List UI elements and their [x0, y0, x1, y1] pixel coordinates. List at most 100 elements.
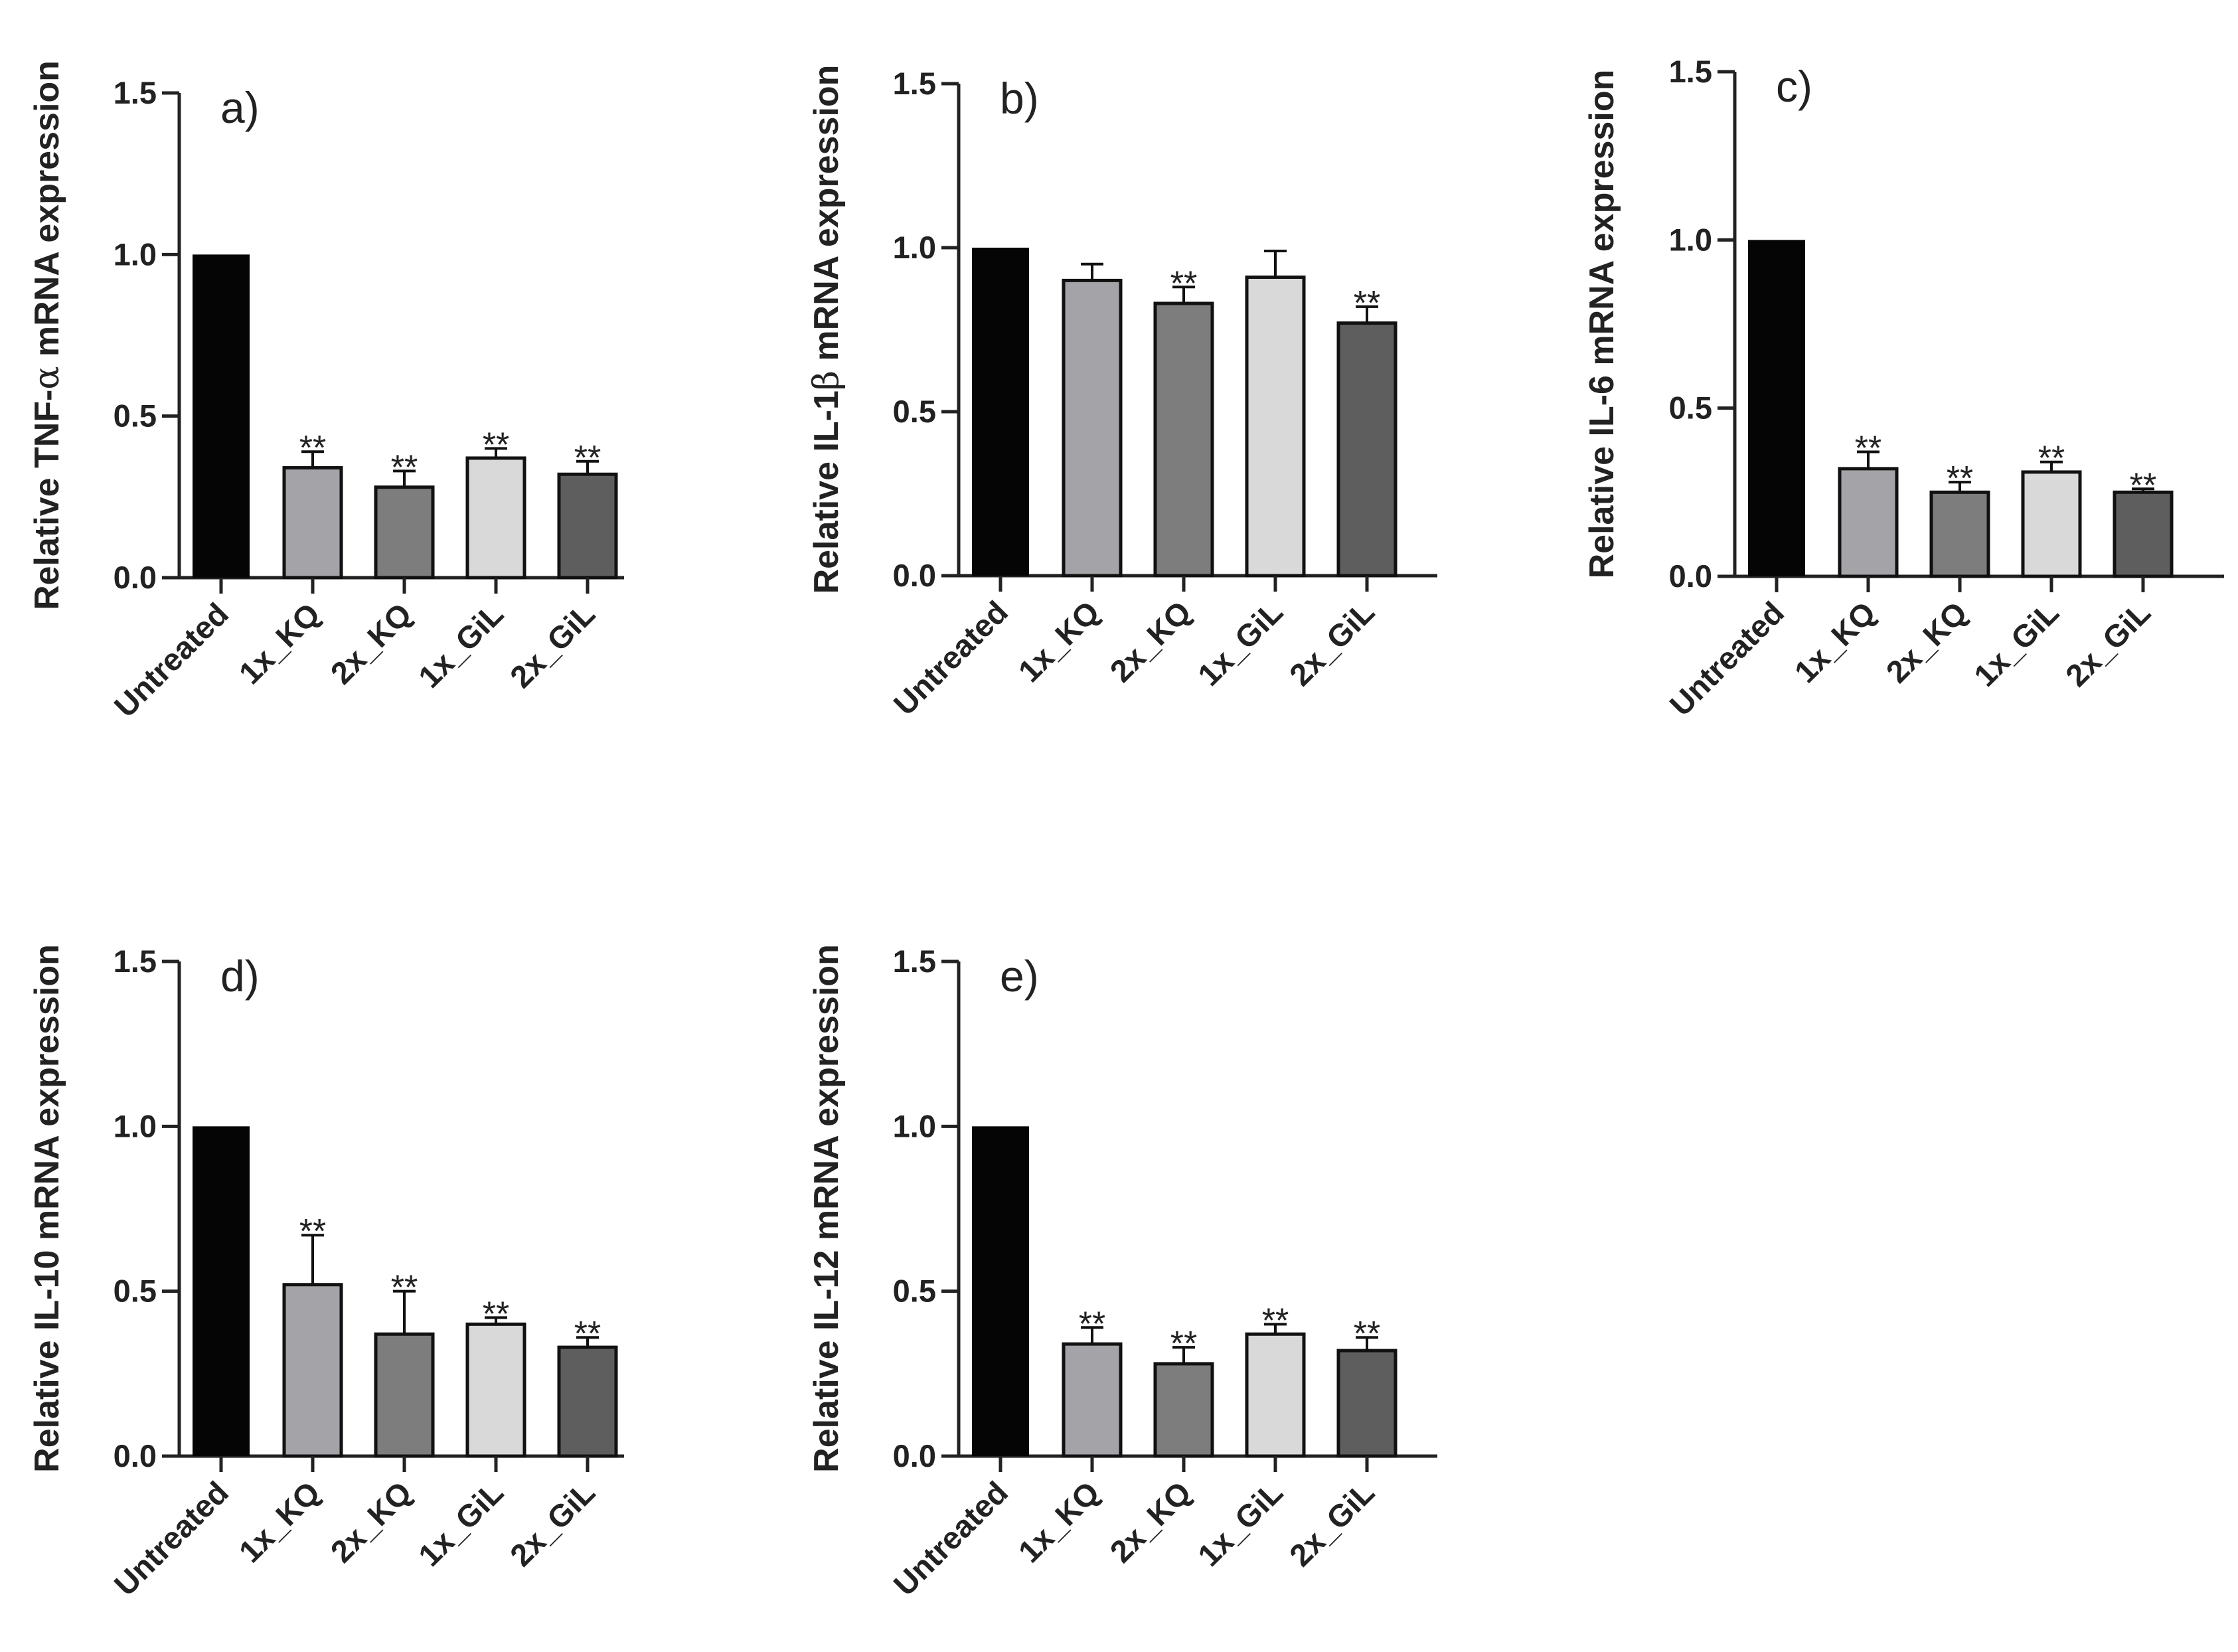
- bar: [1748, 240, 1805, 576]
- bar: [193, 1126, 250, 1456]
- bar: [193, 254, 250, 578]
- panel-label: d): [220, 951, 260, 1001]
- bar: [1245, 1332, 1306, 1458]
- y-tick-label: 1.5: [893, 944, 936, 979]
- y-tick-label: 0.0: [1669, 558, 1712, 594]
- bar: [282, 466, 343, 580]
- bar: [1336, 321, 1398, 578]
- bar: [1838, 467, 1899, 578]
- bar: [1153, 1362, 1214, 1458]
- x-tick-label: 2x_GiL: [2059, 595, 2157, 693]
- y-axis-title: Relative IL-12 mRNA expression: [807, 944, 846, 1473]
- significance-label: **: [574, 1315, 601, 1353]
- significance-label: **: [2130, 466, 2156, 505]
- x-tick-label: Untreated: [1662, 595, 1791, 723]
- y-tick-label: 1.0: [893, 1108, 936, 1143]
- bar: [1062, 278, 1123, 578]
- y-tick-label: 0.5: [1669, 390, 1712, 426]
- bar: [2021, 470, 2082, 578]
- significance-label: **: [574, 439, 601, 477]
- significance-label: **: [1354, 284, 1380, 323]
- y-tick-label: 0.0: [893, 558, 936, 593]
- bar: [557, 1345, 618, 1458]
- x-tick-label: 2x_GiL: [1283, 594, 1381, 693]
- bar: [282, 1283, 343, 1458]
- bar: [374, 485, 435, 580]
- panel-label: a): [220, 83, 260, 132]
- y-tick-label: 0.0: [893, 1438, 936, 1473]
- x-tick-label: 2x_GiL: [503, 1475, 601, 1573]
- x-tick-label: 2x_KQ: [1879, 595, 1974, 690]
- y-axis-title: Relative IL-10 mRNA expression: [28, 944, 66, 1473]
- y-axis-title: Relative IL-6 mRNA expression: [1583, 70, 1621, 579]
- significance-label: **: [1170, 1325, 1197, 1363]
- significance-label: **: [391, 448, 418, 487]
- x-tick-label: Untreated: [886, 1475, 1014, 1603]
- chart-panel: 0.0 0.5 1.0 1.5 Relative IL-12 mRNA expressi…: [807, 944, 1437, 1602]
- y-tick-label: 1.5: [893, 66, 936, 101]
- bar: [557, 472, 618, 580]
- significance-label: **: [2038, 440, 2065, 478]
- panel-label: b): [1000, 74, 1039, 123]
- bar: [465, 1322, 526, 1458]
- y-axis-title: Relative IL-1β mRNA expression: [807, 65, 846, 594]
- y-tick-label: 0.5: [114, 398, 157, 434]
- significance-label: **: [1947, 459, 1973, 498]
- significance-label: **: [391, 1269, 418, 1307]
- x-tick-label: 1x_GiL: [412, 596, 510, 695]
- significance-label: **: [299, 429, 326, 467]
- significance-label: **: [1855, 430, 1881, 468]
- x-tick-label: 1x_GiL: [412, 1475, 510, 1573]
- bar: [1336, 1349, 1398, 1458]
- significance-label: **: [483, 1295, 509, 1333]
- significance-label: **: [483, 426, 509, 464]
- x-tick-label: 2x_KQ: [1103, 1475, 1198, 1570]
- bar: [972, 248, 1029, 576]
- y-tick-label: 1.0: [1669, 222, 1712, 257]
- chart-panel: 0.0 0.5 1.0 1.5 Relative IL-6 mRNA expressio…: [1583, 54, 2224, 722]
- y-tick-label: 1.0: [893, 230, 936, 265]
- significance-label: **: [299, 1212, 326, 1251]
- x-tick-label: 2x_KQ: [323, 1475, 418, 1570]
- significance-label: **: [1354, 1315, 1380, 1353]
- chart-panel: 0.0 0.5 1.0 1.5 Relative TNF-α mRNA expressi…: [27, 60, 624, 724]
- y-tick-label: 0.0: [114, 1438, 157, 1473]
- y-tick-label: 1.5: [114, 75, 157, 110]
- x-tick-label: 1x_KQ: [1011, 1475, 1106, 1570]
- panel-label: c): [1776, 62, 1812, 111]
- bar: [1062, 1342, 1123, 1458]
- x-tick-label: 2x_KQ: [323, 596, 418, 691]
- x-tick-label: Untreated: [886, 594, 1014, 722]
- x-tick-label: 1x_KQ: [232, 596, 327, 691]
- y-tick-label: 1.0: [114, 236, 157, 272]
- y-tick-label: 1.0: [114, 1108, 157, 1143]
- significance-label: **: [1262, 1301, 1289, 1340]
- bar: [1245, 275, 1306, 578]
- y-axis-title: Relative TNF-α mRNA expression: [27, 60, 67, 610]
- chart-panel: 0.0 0.5 1.0 1.5 Relative IL-10 mRNA expressi…: [28, 944, 624, 1602]
- bar: [972, 1126, 1029, 1456]
- significance-label: **: [1170, 264, 1197, 303]
- panel-label: e): [1000, 951, 1039, 1001]
- x-tick-label: 1x_GiL: [1191, 1475, 1289, 1573]
- y-tick-label: 0.5: [893, 1274, 936, 1309]
- x-tick-label: 1x_GiL: [1967, 595, 2065, 693]
- bar: [1153, 301, 1214, 578]
- y-tick-label: 0.0: [114, 560, 157, 595]
- x-tick-label: 1x_KQ: [1787, 595, 1882, 690]
- x-tick-label: 1x_GiL: [1191, 594, 1289, 693]
- chart-panel: 0.0 0.5 1.0 1.5 Relative IL-1β mRNA expressi…: [807, 65, 1437, 722]
- x-tick-label: 2x_KQ: [1103, 594, 1198, 689]
- x-tick-label: 1x_KQ: [232, 1475, 327, 1570]
- y-tick-label: 0.5: [114, 1274, 157, 1309]
- bar: [374, 1332, 435, 1458]
- x-tick-label: 1x_KQ: [1011, 594, 1106, 689]
- y-tick-label: 1.5: [1669, 54, 1712, 89]
- bar: [465, 456, 526, 580]
- x-tick-label: Untreated: [107, 596, 235, 724]
- x-tick-label: 2x_GiL: [1283, 1475, 1381, 1573]
- bar: [1929, 490, 1990, 578]
- x-tick-label: Untreated: [107, 1475, 235, 1603]
- y-tick-label: 0.5: [893, 394, 936, 429]
